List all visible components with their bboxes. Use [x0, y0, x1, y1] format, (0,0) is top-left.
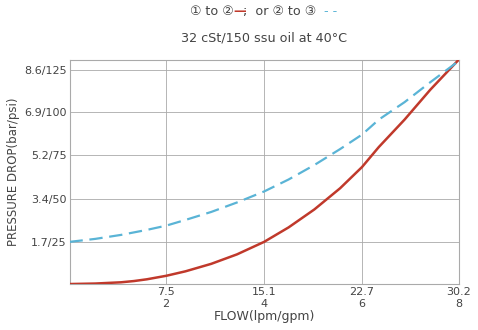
- Y-axis label: PRESSURE DROP(bar/psi): PRESSURE DROP(bar/psi): [7, 98, 20, 246]
- X-axis label: FLOW(lpm/gpm): FLOW(lpm/gpm): [213, 310, 315, 323]
- Text: ;  or ② to ③: ; or ② to ③: [243, 5, 320, 18]
- Text: —: —: [233, 5, 246, 18]
- Text: ① to ②: ① to ②: [190, 5, 237, 18]
- Text: 32 cSt/150 ssu oil at 40°C: 32 cSt/150 ssu oil at 40°C: [181, 31, 347, 45]
- Text: - -: - -: [324, 5, 337, 18]
